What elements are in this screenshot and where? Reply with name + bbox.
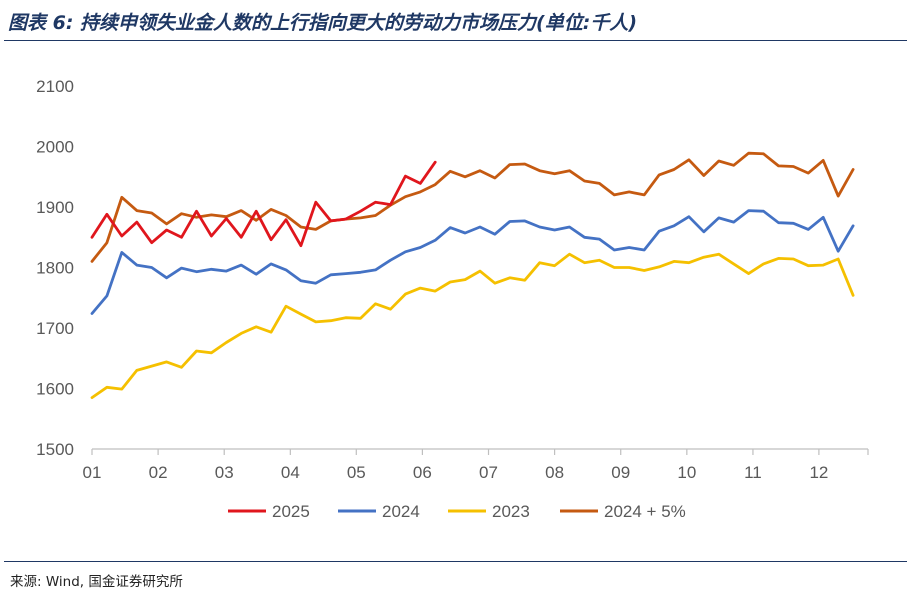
series-line-2024-5 bbox=[90, 151, 855, 263]
x-tick-label: 02 bbox=[149, 463, 168, 482]
x-tick-label: 09 bbox=[611, 463, 630, 482]
x-tick-label: 11 bbox=[744, 463, 762, 482]
x-tick-label: 06 bbox=[413, 463, 432, 482]
series-line-2024 bbox=[90, 209, 855, 315]
series-line-2025 bbox=[90, 160, 437, 248]
chart-legend: 2025 2024 2023 2024 + 5% bbox=[228, 502, 686, 521]
x-tick-label: 07 bbox=[479, 463, 498, 482]
x-axis: 01 02 03 04 05 06 07 08 09 10 11 12 bbox=[83, 448, 869, 482]
y-tick-label: 1900 bbox=[36, 198, 74, 217]
x-tick-label: 05 bbox=[347, 463, 366, 482]
legend-label: 2023 bbox=[492, 502, 530, 521]
y-tick-label: 2000 bbox=[36, 138, 74, 157]
x-tick-label: 10 bbox=[677, 463, 696, 482]
source-note: 来源: Wind, 国金证券研究所 bbox=[10, 574, 183, 590]
y-tick-label: 1800 bbox=[36, 259, 74, 278]
y-tick-label: 1700 bbox=[36, 319, 74, 338]
y-tick-label: 1500 bbox=[36, 440, 74, 459]
title-divider bbox=[4, 40, 907, 41]
legend-label: 2025 bbox=[272, 502, 310, 521]
y-tick-label: 2100 bbox=[36, 77, 74, 96]
legend-label: 2024 + 5% bbox=[604, 502, 686, 521]
x-tick-label: 03 bbox=[215, 463, 234, 482]
footer-divider bbox=[4, 561, 907, 562]
page-title: 图表 6: 持续申领失业金人数的上行指向更大的劳动力市场压力(单位:千人) bbox=[8, 12, 638, 34]
x-tick-label: 08 bbox=[545, 463, 564, 482]
x-tick-label: 01 bbox=[83, 463, 102, 482]
y-axis-tick-labels: 1500 1600 1700 1800 1900 2000 2100 bbox=[36, 77, 74, 459]
x-tick-label: 12 bbox=[809, 463, 828, 482]
series-lines bbox=[90, 151, 855, 400]
y-tick-label: 1600 bbox=[36, 380, 74, 399]
legend-label: 2024 bbox=[382, 502, 420, 521]
x-tick-label: 04 bbox=[281, 463, 300, 482]
series-line-2023 bbox=[90, 252, 855, 400]
